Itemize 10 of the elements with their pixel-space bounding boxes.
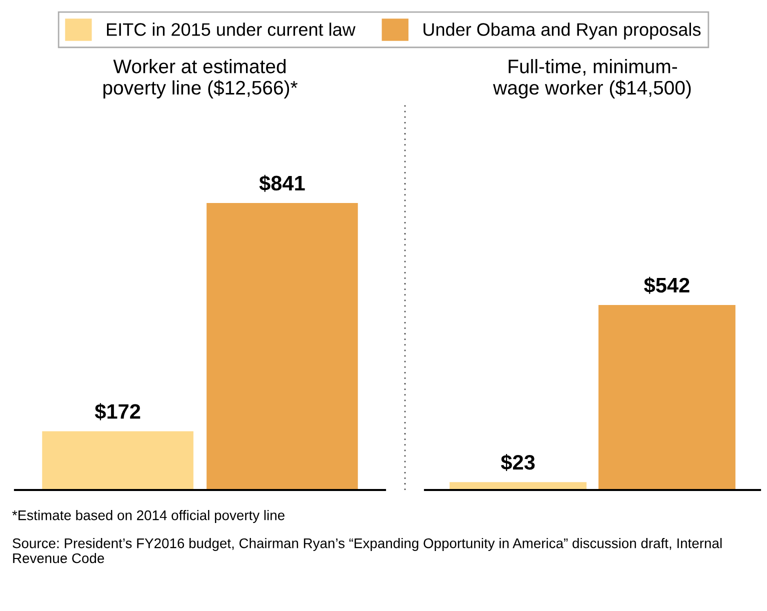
chart-title: Worker at estimated poverty line ($12,566)* (103, 59, 298, 98)
data-label: $23 (500, 454, 535, 472)
legend-label: EITC in 2015 under current law (107, 22, 356, 36)
data-label: $542 (644, 276, 690, 294)
text: *Estimate based on 2014 official poverty line (12, 510, 284, 523)
source-note: Source: President’s FY2016 budget, Chairman Ryan’s “Expanding Opportunity in America” discussion draft, Internal Revenue Code (12, 538, 722, 564)
chart-title: Full-time, minimum- wage worker ($14,500) (493, 59, 691, 98)
legend-label: Under Obama and Ryan proposals (424, 22, 701, 40)
data-label: $172 (94, 403, 140, 420)
data-label: $841 (259, 174, 305, 192)
